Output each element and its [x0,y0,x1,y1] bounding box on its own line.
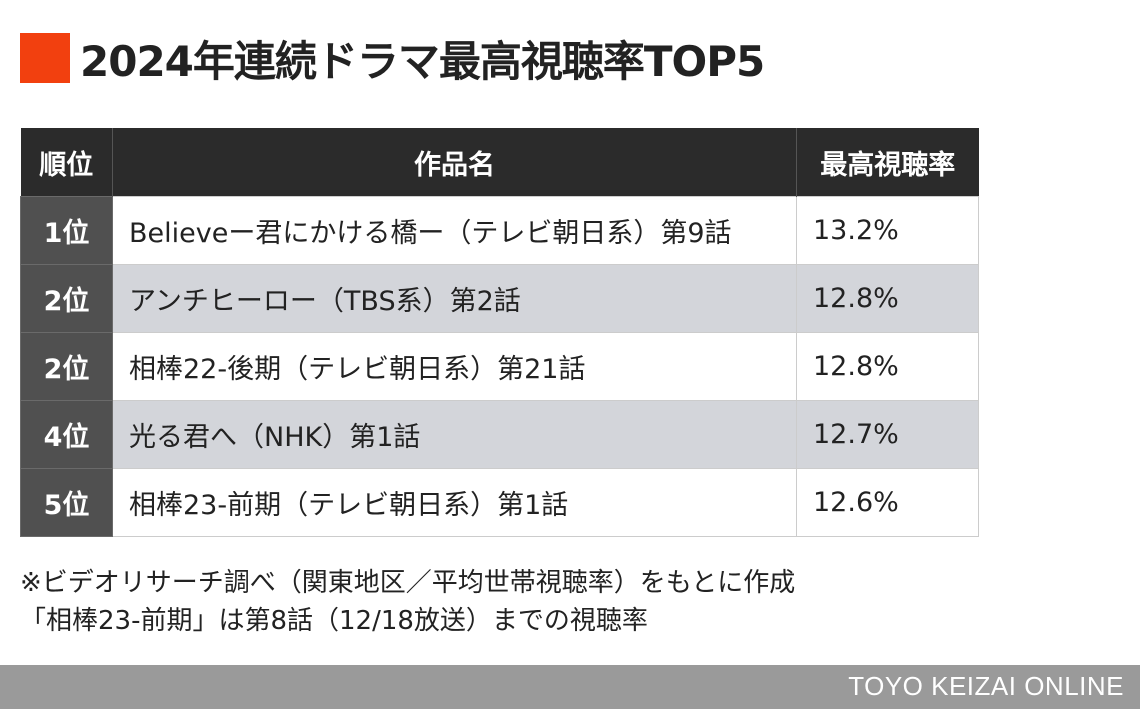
brand-label: TOYO KEIZAI ONLINE [848,671,1124,701]
source-note: ※ビデオリサーチ調べ（関東地区／平均世帯視聴率）をもとに作成 [20,568,796,598]
table-header-row: 順位 作品名 最高視聴率 [20,128,979,197]
rank-cell: 2位 [20,332,113,401]
rank-cell: 4位 [20,400,113,469]
period-note: 「相棒23-前期」は第8話（12/18放送）までの視聴率 [20,606,648,636]
source-notes: ※ビデオリサーチ調べ（関東地区／平均世帯視聴率）をもとに作成 「相棒23-前期」… [20,564,795,640]
title-cell: 光る君へ（NHK）第1話 [112,400,797,469]
title-cell: 相棒22-後期（テレビ朝日系）第21話 [112,332,797,401]
title-cell: Believeー君にかける橋ー（テレビ朝日系）第9話 [112,196,797,265]
table-row: 5位 相棒23-前期（テレビ朝日系）第1話 12.6% [20,468,979,537]
rate-cell: 13.2% [796,196,979,265]
ranking-table: 順位 作品名 最高視聴率 1位 Believeー君にかける橋ー（テレビ朝日系）第… [20,128,979,537]
rank-cell: 2位 [20,264,113,333]
table-row: 4位 光る君へ（NHK）第1話 12.7% [20,400,979,469]
title-cell: 相棒23-前期（テレビ朝日系）第1話 [112,468,797,537]
rate-cell: 12.8% [796,332,979,401]
title-marker [20,33,70,83]
rank-cell: 5位 [20,468,113,537]
title-cell: アンチヒーロー（TBS系）第2話 [112,264,797,333]
title-row: 2024年連続ドラマ最高視聴率TOP5 [20,30,765,86]
rate-cell: 12.7% [796,400,979,469]
rate-cell: 12.8% [796,264,979,333]
table-row: 2位 相棒22-後期（テレビ朝日系）第21話 12.8% [20,332,979,401]
column-header-title: 作品名 [112,128,797,197]
rank-cell: 1位 [20,196,113,265]
footer-bar: TOYO KEIZAI ONLINE [0,665,1140,709]
rate-cell: 12.6% [796,468,979,537]
column-header-rate: 最高視聴率 [796,128,979,197]
table-row: 1位 Believeー君にかける橋ー（テレビ朝日系）第9話 13.2% [20,196,979,265]
chart-title: 2024年連続ドラマ最高視聴率TOP5 [80,36,765,86]
column-header-rank: 順位 [20,128,113,197]
table-row: 2位 アンチヒーロー（TBS系）第2話 12.8% [20,264,979,333]
